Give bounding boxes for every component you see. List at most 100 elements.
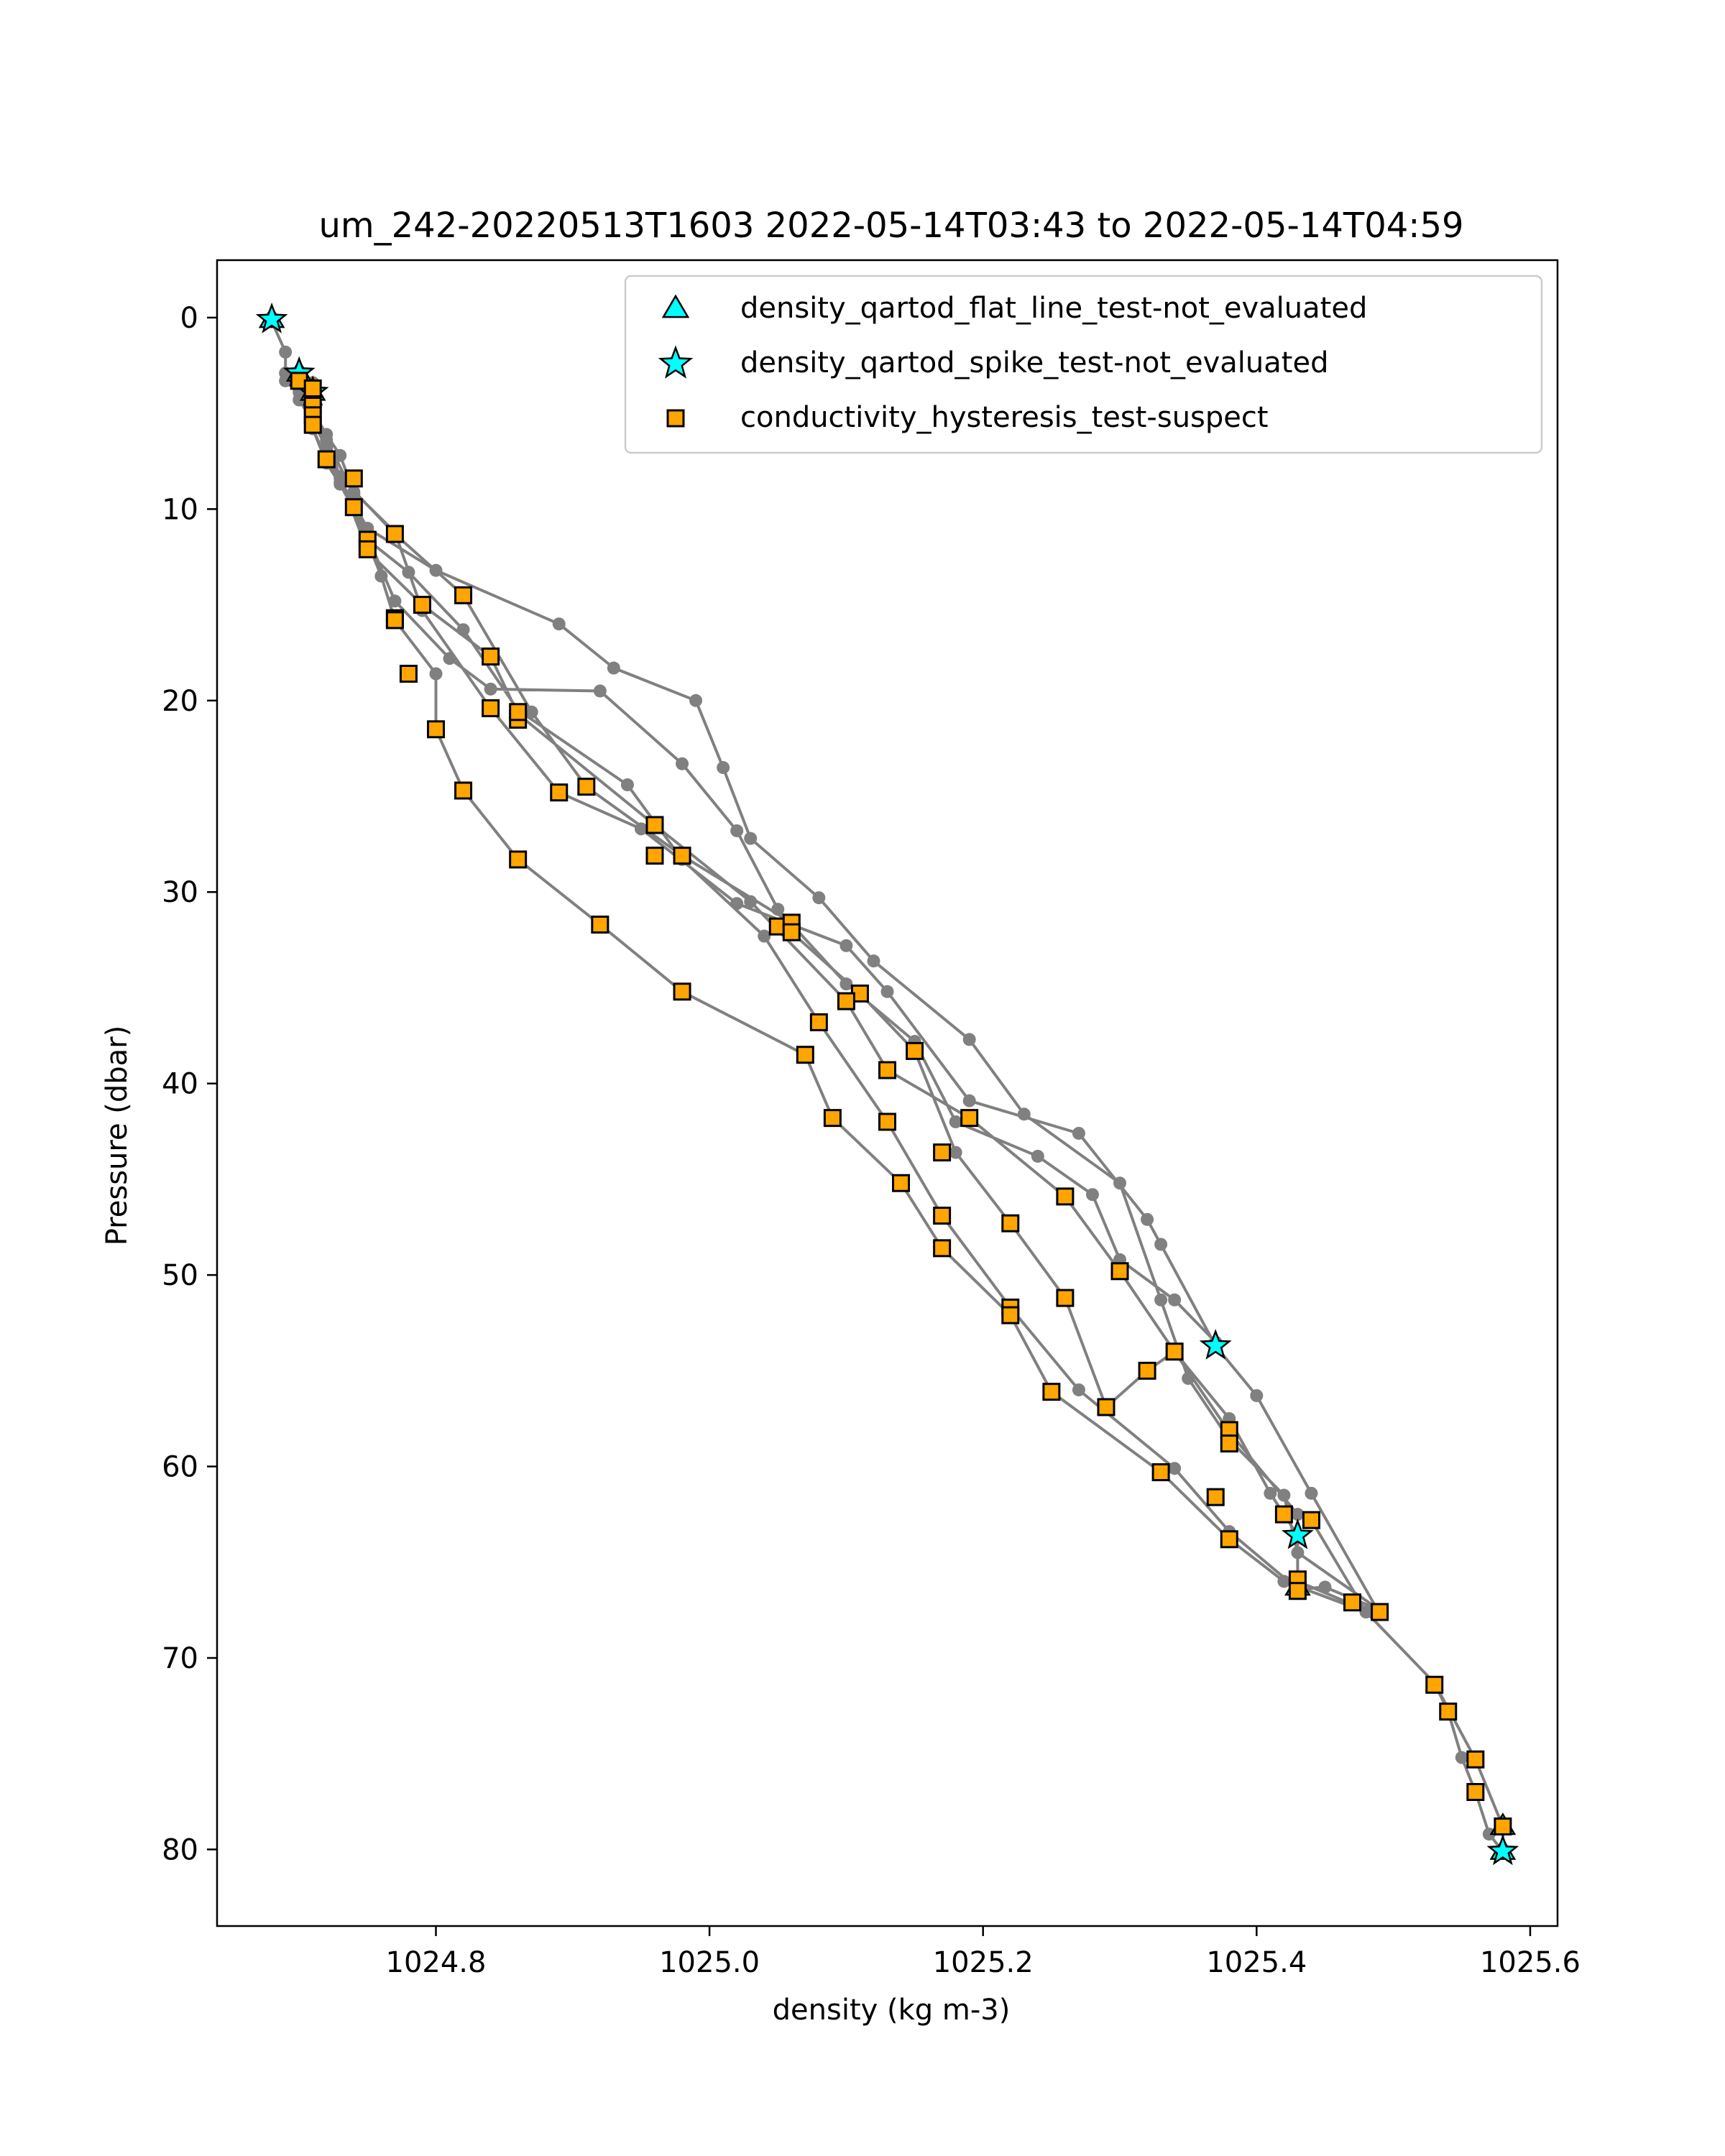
profile-point [758,929,771,943]
profile-point [949,1115,962,1128]
spike-marker [255,303,288,333]
profile-point [634,822,648,836]
legend: density_qartod_flat_line_test-not_evalua… [624,275,1543,454]
suspect-marker [1042,1383,1061,1401]
suspect-marker [591,916,610,934]
y-tick-label: 30 [162,876,198,909]
profile-point [429,667,443,681]
x-tick-label: 1024.8 [386,1946,487,1979]
legend-flat-line-marker [661,294,690,318]
spike-marker [1282,1518,1314,1549]
suspect-marker [782,923,801,941]
profile-point [347,487,361,501]
suspect-marker [878,1112,896,1131]
suspect-marker [344,498,363,517]
profile-point [552,617,566,631]
profile-point [1277,1488,1291,1502]
suspect-marker [1425,1675,1444,1694]
profile-point [1264,1486,1277,1500]
suspect-marker [1151,1463,1170,1482]
profile-point [456,623,470,637]
profile-point [1318,1580,1332,1594]
profile-point [1141,1212,1154,1226]
suspect-marker [892,1174,911,1192]
profile-point [689,694,703,707]
suspect-marker [509,703,528,722]
profile-point [840,977,853,991]
suspect-marker [303,415,322,434]
y-tick-label: 0 [180,302,198,335]
suspect-marker [1206,1488,1225,1506]
plot-area [255,303,1519,1866]
legend-entry-label: density_qartod_flat_line_test-not_evalua… [740,292,1367,325]
suspect-marker [1056,1187,1075,1206]
suspect-marker [1274,1505,1293,1524]
profile-point [1277,1575,1291,1588]
suspect-marker [454,781,473,800]
suspect-marker [399,665,418,683]
suspect-marker [960,1109,979,1128]
profile-point [1305,1486,1318,1500]
x-tick-label: 1025.2 [933,1946,1034,1979]
suspect-marker [385,611,404,630]
suspect-marker [1220,1434,1238,1453]
x-tick-label: 1025.4 [1206,1946,1307,1979]
suspect-marker [317,450,336,469]
y-tick-label: 80 [162,1833,198,1866]
profile-point [334,477,347,491]
profile-point [730,824,744,837]
suspect-marker [1466,1782,1485,1801]
suspect-marker [344,469,363,488]
profile-point [607,661,620,675]
profile-point [1113,1176,1127,1190]
y-tick-label: 50 [162,1259,198,1292]
x-axis-label: density (kg m-3) [773,1994,1011,2027]
suspect-marker [1138,1361,1156,1380]
profile-point [1154,1238,1168,1251]
suspect-marker [1466,1750,1485,1769]
spike-marker [1199,1329,1232,1360]
y-tick-label: 60 [162,1451,198,1484]
suspect-marker [1001,1306,1020,1325]
suspect-marker [878,1061,896,1079]
suspect-marker [1439,1703,1458,1721]
y-tick-label: 70 [162,1642,198,1675]
suspect-marker [1056,1289,1075,1307]
suspect-marker [823,1109,842,1128]
profile-point [744,895,758,908]
profile-point [620,778,634,792]
profile-point [443,652,456,665]
profile-point [880,985,894,998]
suspect-marker [1220,1530,1238,1549]
profile-point [1072,1383,1085,1396]
suspect-marker [550,783,569,802]
profile-point [388,594,402,608]
profile-point [1359,1606,1373,1619]
profile-point [429,563,443,577]
profile-point [840,939,853,952]
suspect-marker [303,379,322,398]
legend-entry-label: density_qartod_spike_test-not_evaluated [740,346,1328,379]
profile-point [1291,1508,1305,1521]
suspect-marker [837,992,855,1010]
profile-point [1031,1149,1044,1163]
suspect-marker [426,720,445,739]
profile-point [1168,1293,1182,1307]
suspect-marker [1343,1593,1362,1612]
suspect-marker [482,699,500,717]
suspect-marker [1001,1214,1020,1233]
profile-point [1017,1107,1031,1121]
x-tick-label: 1025.0 [659,1946,760,1979]
profile-point [1168,1462,1182,1475]
profile-point [320,433,334,447]
legend-entry-label: conductivity_hysteresis_test-suspect [740,401,1269,434]
suspect-marker [1097,1398,1116,1416]
y-tick-label: 20 [162,685,198,718]
profile-point [525,705,538,719]
suspect-marker [454,586,473,604]
suspect-marker [482,648,500,666]
suspect-marker [1288,1582,1307,1600]
spike-marker [1486,1834,1519,1866]
profile-point [1250,1388,1264,1402]
